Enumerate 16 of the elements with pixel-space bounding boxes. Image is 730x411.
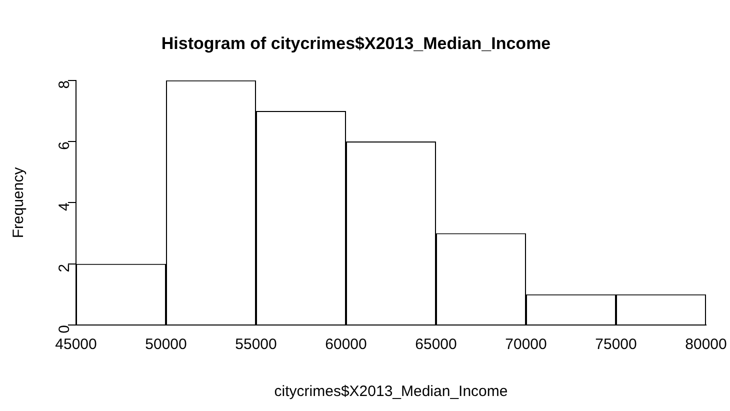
chart-title: Histogram of citycrimes$X2013_Median_Income	[161, 34, 551, 53]
x-tick-label: 50000	[145, 336, 187, 354]
y-tick-label: 8	[56, 80, 74, 89]
y-axis-title: Frequency	[10, 166, 28, 238]
x-tick-label: 70000	[505, 336, 547, 354]
x-tick-label: 75000	[595, 336, 637, 354]
x-tick-label: 45000	[55, 336, 97, 354]
y-tick-label: 2	[56, 264, 74, 272]
y-tick-label: 0	[56, 325, 74, 334]
y-tick-label: 4	[56, 202, 74, 212]
x-tick-label: 65000	[415, 336, 457, 354]
x-axis-title: citycrimes$X2013_Median_Income	[274, 383, 508, 400]
y-tick-label: 6	[56, 142, 74, 150]
x-tick-label: 55000	[235, 336, 277, 354]
x-tick-label: 80000	[685, 336, 727, 354]
x-tick-label: 60000	[325, 336, 367, 354]
